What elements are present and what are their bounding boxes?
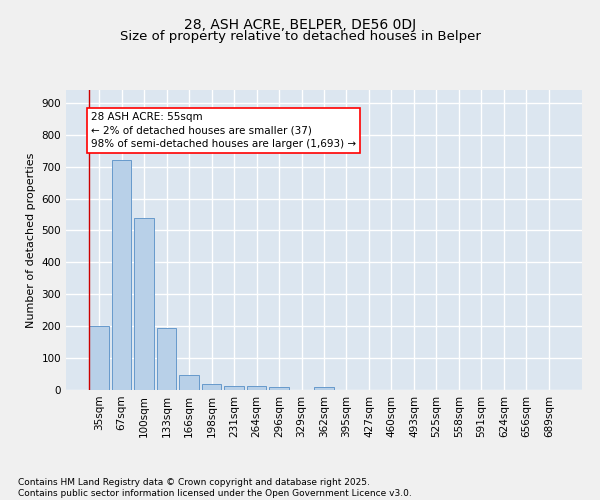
Bar [224, 386, 244, 390]
Text: 28 ASH ACRE: 55sqm
← 2% of detached houses are smaller (37)
98% of semi-detached: 28 ASH ACRE: 55sqm ← 2% of detached hous… [91, 112, 356, 148]
Bar [247, 386, 266, 390]
Bar [112, 160, 131, 390]
Bar [179, 374, 199, 390]
Bar [134, 218, 154, 390]
Bar [89, 326, 109, 390]
Bar [157, 328, 176, 390]
Text: Size of property relative to detached houses in Belper: Size of property relative to detached ho… [119, 30, 481, 43]
Text: Contains HM Land Registry data © Crown copyright and database right 2025.
Contai: Contains HM Land Registry data © Crown c… [18, 478, 412, 498]
Y-axis label: Number of detached properties: Number of detached properties [26, 152, 36, 328]
Bar [202, 384, 221, 390]
Text: 28, ASH ACRE, BELPER, DE56 0DJ: 28, ASH ACRE, BELPER, DE56 0DJ [184, 18, 416, 32]
Bar [314, 388, 334, 390]
Bar [269, 388, 289, 390]
